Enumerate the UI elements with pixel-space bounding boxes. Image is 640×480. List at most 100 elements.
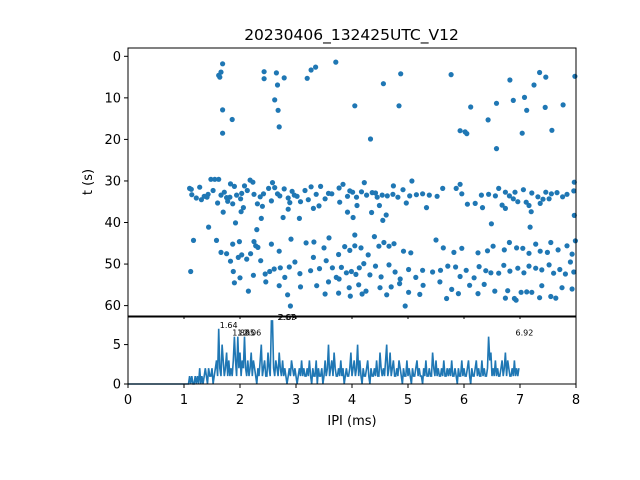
raster-y-tick-label: 20 bbox=[104, 133, 121, 148]
raster-point bbox=[451, 249, 457, 255]
raster-point bbox=[377, 285, 383, 291]
raster-point bbox=[230, 268, 236, 275]
raster-point bbox=[506, 239, 512, 246]
raster-point bbox=[493, 146, 500, 152]
raster-point bbox=[190, 237, 197, 243]
raster-point bbox=[188, 186, 194, 192]
raster-point bbox=[543, 189, 549, 195]
raster-point bbox=[557, 266, 563, 273]
raster-point bbox=[285, 195, 291, 201]
raster-point bbox=[346, 285, 352, 291]
raster-point bbox=[493, 100, 500, 106]
raster-point bbox=[567, 259, 574, 265]
raster-point bbox=[481, 281, 487, 287]
raster-point bbox=[288, 236, 294, 242]
raster-point bbox=[353, 271, 359, 277]
raster-point bbox=[519, 130, 525, 136]
raster-point bbox=[383, 212, 389, 218]
raster-point bbox=[342, 244, 348, 250]
raster-point bbox=[285, 206, 291, 212]
raster-point bbox=[352, 232, 358, 238]
raster-point bbox=[453, 264, 459, 270]
histogram-x-tick-label: 3 bbox=[292, 393, 300, 408]
raster-point bbox=[371, 234, 377, 240]
raster-point bbox=[310, 254, 316, 260]
raster-point bbox=[553, 295, 559, 301]
raster-point bbox=[350, 214, 356, 221]
raster-point bbox=[363, 288, 369, 294]
raster-point bbox=[533, 265, 539, 271]
raster-point bbox=[426, 192, 432, 198]
raster-point bbox=[484, 248, 491, 254]
raster-point bbox=[325, 279, 332, 285]
raster-point bbox=[262, 271, 268, 277]
raster-point bbox=[560, 194, 566, 200]
raster-point bbox=[455, 291, 461, 297]
raster-point bbox=[551, 270, 557, 276]
raster-point bbox=[539, 267, 545, 273]
raster-point bbox=[440, 245, 446, 251]
raster-point bbox=[213, 237, 220, 243]
raster-point bbox=[274, 82, 281, 88]
histogram-x-tick-label: 1 bbox=[180, 393, 188, 408]
raster-point bbox=[322, 196, 328, 202]
raster-point bbox=[276, 124, 282, 130]
histogram-y-tick-label: 0 bbox=[113, 378, 121, 393]
raster-point bbox=[198, 197, 204, 203]
raster-point bbox=[515, 199, 521, 205]
raster-point bbox=[457, 181, 463, 187]
raster-point bbox=[396, 103, 402, 109]
raster-point bbox=[515, 265, 521, 271]
raster-point bbox=[430, 269, 436, 275]
raster-point bbox=[395, 194, 401, 200]
raster-point bbox=[572, 238, 579, 244]
raster-point bbox=[313, 191, 319, 197]
histogram-peak-label: 1.64 bbox=[220, 321, 238, 330]
raster-point bbox=[459, 245, 465, 251]
raster-point bbox=[488, 270, 494, 276]
raster-point bbox=[232, 220, 239, 226]
raster-frame bbox=[127, 47, 577, 317]
raster-point bbox=[369, 209, 375, 216]
raster-point bbox=[296, 215, 302, 221]
raster-point bbox=[548, 293, 554, 300]
raster-point bbox=[510, 196, 516, 202]
raster-point bbox=[348, 268, 354, 275]
raster-point bbox=[463, 267, 469, 273]
raster-point bbox=[520, 187, 527, 193]
raster-point bbox=[560, 102, 566, 108]
raster-point bbox=[356, 265, 362, 271]
raster-point bbox=[462, 129, 468, 135]
raster-point bbox=[353, 194, 360, 200]
raster-point bbox=[529, 289, 535, 295]
raster-point bbox=[402, 303, 408, 309]
raster-point bbox=[260, 191, 267, 197]
raster-point bbox=[318, 183, 324, 189]
raster-point bbox=[269, 180, 276, 186]
raster-point bbox=[467, 282, 473, 288]
raster-point bbox=[459, 191, 465, 197]
raster-point bbox=[193, 195, 199, 201]
raster-point bbox=[381, 239, 387, 246]
raster-y-tick-label: 40 bbox=[104, 216, 121, 231]
raster-point bbox=[354, 202, 360, 209]
raster-point bbox=[297, 271, 303, 277]
raster-point bbox=[258, 258, 264, 264]
raster-point bbox=[322, 291, 328, 297]
raster-point bbox=[212, 176, 218, 182]
raster-point bbox=[453, 185, 459, 191]
raster-point bbox=[475, 250, 481, 256]
raster-point bbox=[400, 187, 406, 193]
raster-point bbox=[208, 176, 214, 182]
raster-point bbox=[321, 245, 327, 251]
raster-point bbox=[197, 184, 203, 190]
raster-point bbox=[507, 268, 513, 274]
raster-point bbox=[344, 193, 351, 199]
raster-point bbox=[496, 185, 502, 191]
raster-point bbox=[486, 191, 492, 197]
raster-point bbox=[499, 202, 505, 208]
raster-point bbox=[281, 186, 287, 192]
raster-point bbox=[245, 288, 251, 294]
raster-point bbox=[261, 69, 267, 75]
